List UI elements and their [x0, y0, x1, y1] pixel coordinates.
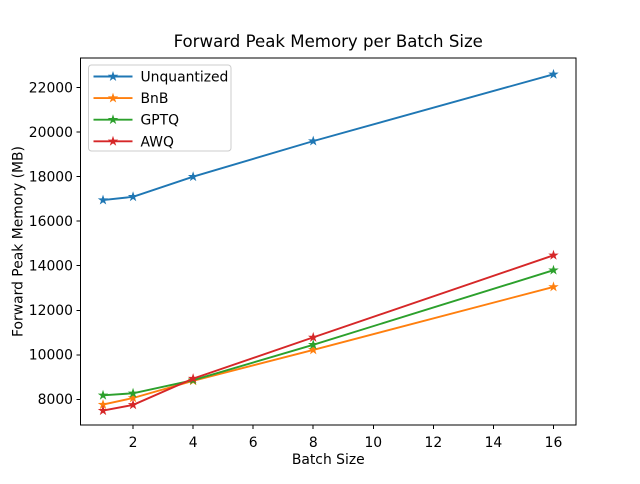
x-tick-label: 6: [249, 435, 258, 451]
x-tick-label: 4: [189, 435, 198, 451]
legend-label: Unquantized: [141, 70, 229, 86]
legend: Unquantized BnB GPTQ AWQ: [88, 64, 232, 152]
legend-box: [88, 64, 232, 152]
data-point-marker: [127, 387, 139, 398]
data-point-marker: [97, 405, 109, 416]
legend-marker-sample: [107, 92, 119, 103]
plot-border: [80, 57, 577, 426]
x-tick-label: 10: [364, 435, 382, 451]
y-tick-label: 10000: [29, 348, 73, 364]
data-point-marker: [187, 373, 199, 384]
x-tick-label: 8: [309, 435, 318, 451]
y-tick-label: 20000: [29, 125, 73, 141]
data-point-marker: [127, 399, 139, 410]
data-point-marker: [308, 339, 319, 350]
data-point-marker: [308, 331, 319, 342]
legend-marker-sample: [107, 71, 119, 81]
y-tick-label: 8000: [38, 392, 73, 408]
y-tick-label: 18000: [29, 170, 73, 186]
data-point-marker: [548, 264, 559, 275]
legend-marker-sample: [107, 135, 119, 146]
data-point-marker: [548, 68, 559, 79]
y-axis-label: Forward Peak Memory (MB): [11, 146, 27, 337]
data-point-marker: [308, 135, 319, 146]
data-point-marker: [187, 171, 199, 182]
y-tick-label: 22000: [29, 81, 73, 97]
y-axis-ticks: 8000 10000 12000 14000 16000 18000 20000 22000: [29, 81, 81, 408]
series-line-bnb: [102, 285, 555, 406]
chart-title: Forward Peak Memory per Batch Size: [174, 32, 483, 51]
legend-label: BnB: [141, 91, 169, 107]
x-tick-label: 14: [485, 435, 503, 451]
x-axis-ticks: 2 4 6 8 10 12 14 16: [129, 425, 563, 451]
y-tick-label: 16000: [29, 214, 73, 230]
y-tick-label: 14000: [29, 259, 73, 275]
data-point-marker: [548, 249, 559, 260]
legend-label: GPTQ: [141, 113, 180, 129]
data-point-marker: [308, 344, 319, 355]
data-point-marker: [97, 399, 109, 410]
x-axis-label: Batch Size: [292, 452, 365, 468]
data-series: [97, 68, 559, 416]
data-point-marker: [548, 281, 559, 292]
x-tick-label: 16: [545, 435, 563, 451]
data-point-marker: [97, 389, 109, 400]
data-point-marker: [127, 191, 139, 202]
legend-marker-sample: [107, 114, 119, 125]
x-tick-label: 12: [425, 435, 443, 451]
legend-label: AWQ: [141, 134, 174, 150]
x-tick-label: 2: [129, 435, 138, 451]
data-point-marker: [97, 194, 109, 205]
y-tick-label: 12000: [29, 303, 73, 319]
data-point-marker: [127, 392, 139, 403]
